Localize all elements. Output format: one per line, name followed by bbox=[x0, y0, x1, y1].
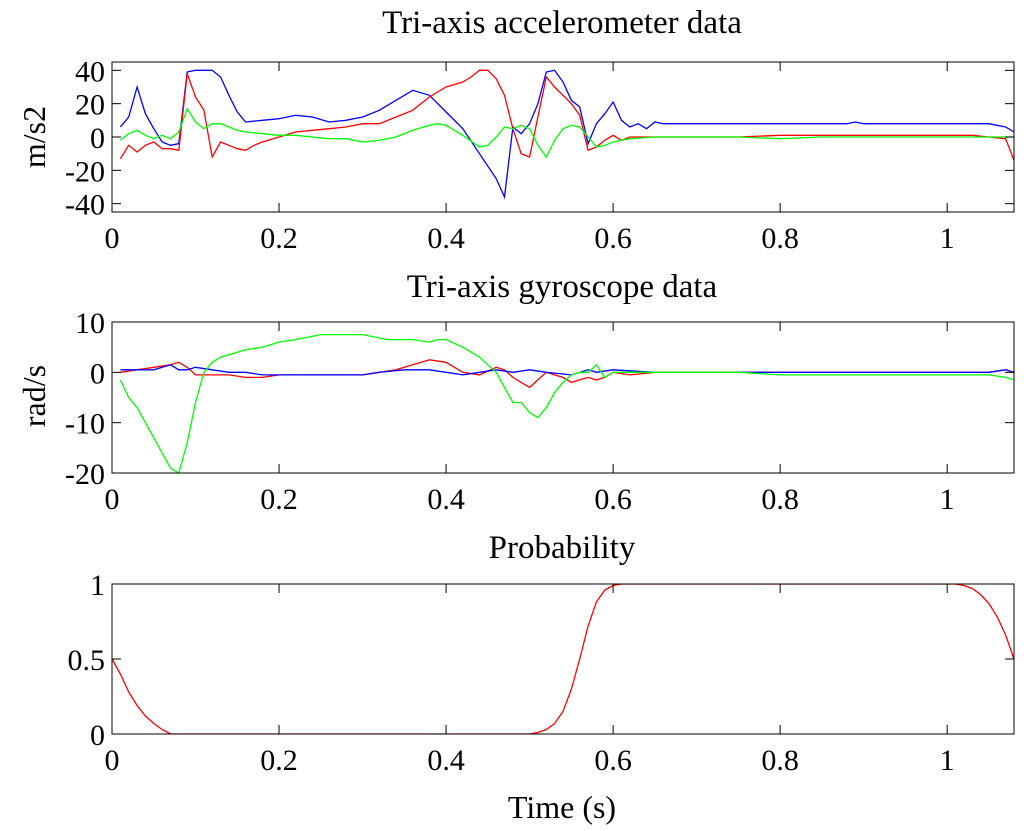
gyroscope-xtick-label: 1 bbox=[940, 483, 955, 516]
accelerometer-ytick-label: 40 bbox=[75, 55, 105, 88]
gyroscope-xtick-label: 0.8 bbox=[761, 483, 799, 516]
gyroscope-xtick-label: 0.6 bbox=[594, 483, 632, 516]
accelerometer-ytick-label: 0 bbox=[90, 122, 105, 155]
accelerometer-xtick-label: 0.2 bbox=[260, 222, 298, 255]
probability-xlabel: Time (s) bbox=[508, 789, 616, 825]
gyroscope-axes-box bbox=[111, 321, 1015, 474]
gyroscope-xtick-label: 0.2 bbox=[260, 483, 298, 516]
probability-ytick-label: 0 bbox=[90, 719, 105, 752]
gyroscope-panel: Tri-axis gyroscope data rad/s 0 0.2 0.4 0.6… bbox=[16, 269, 1015, 516]
probability-xtick-label: 0 bbox=[105, 744, 120, 777]
gyroscope-xtick-label: 0.4 bbox=[427, 483, 465, 516]
gyroscope-ylabel: rad/s bbox=[16, 365, 52, 427]
gyroscope-plot: 0 0.2 0.4 0.6 0.8 1 10 0 -10 -20 bbox=[65, 307, 1015, 516]
accelerometer-series-line-2 bbox=[119, 107, 1014, 159]
gyroscope-title: Tri-axis gyroscope data bbox=[407, 269, 718, 305]
probability-xtick-label: 0.6 bbox=[594, 744, 632, 777]
probability-xtick-label: 0.8 bbox=[761, 744, 799, 777]
probability-ytick-label: 1 bbox=[90, 569, 105, 602]
probability-ytick-label: 0.5 bbox=[68, 644, 106, 677]
probability-xtick-label: 0.4 bbox=[427, 744, 465, 777]
accelerometer-xtick-label: 0 bbox=[105, 222, 120, 255]
accelerometer-panel: Tri-axis accelerometer data m/s2 0 0.2 0.4… bbox=[16, 5, 1015, 255]
accelerometer-ytick-label: -40 bbox=[65, 189, 105, 222]
accelerometer-ytick-label: -20 bbox=[65, 155, 105, 188]
probability-xtick-label: 1 bbox=[940, 744, 955, 777]
accelerometer-xtick-label: 1 bbox=[940, 222, 955, 255]
probability-xtick-label: 0.2 bbox=[260, 744, 298, 777]
probability-series-line-0 bbox=[112, 584, 1014, 734]
probability-plot: 0 0.2 0.4 0.6 0.8 1 1 0.5 0 bbox=[68, 569, 1015, 777]
accelerometer-series-line-0 bbox=[119, 69, 1014, 200]
accelerometer-xtick-label: 0.6 bbox=[594, 222, 632, 255]
gyroscope-ytick-label: -20 bbox=[65, 458, 105, 491]
gyroscope-series-line-2 bbox=[119, 333, 1014, 473]
gyroscope-ytick-label: 0 bbox=[90, 357, 105, 390]
accelerometer-xtick-label: 0.8 bbox=[761, 222, 799, 255]
probability-title: Probability bbox=[489, 530, 636, 566]
accelerometer-xtick-label: 0.4 bbox=[427, 222, 465, 255]
gyroscope-ytick-label: 10 bbox=[75, 307, 105, 340]
gyroscope-xtick-label: 0 bbox=[105, 483, 120, 516]
accelerometer-ylabel: m/s2 bbox=[16, 106, 52, 168]
gyroscope-series-line-0 bbox=[120, 359, 1014, 389]
accelerometer-title: Tri-axis accelerometer data bbox=[382, 5, 742, 41]
probability-panel: Probability Time (s) 0 0.2 0.4 0.6 0.8 1 1 0.5 0 bbox=[68, 530, 1015, 825]
gyroscope-ytick-label: -10 bbox=[65, 408, 105, 441]
accelerometer-ytick-label: 20 bbox=[75, 89, 105, 122]
